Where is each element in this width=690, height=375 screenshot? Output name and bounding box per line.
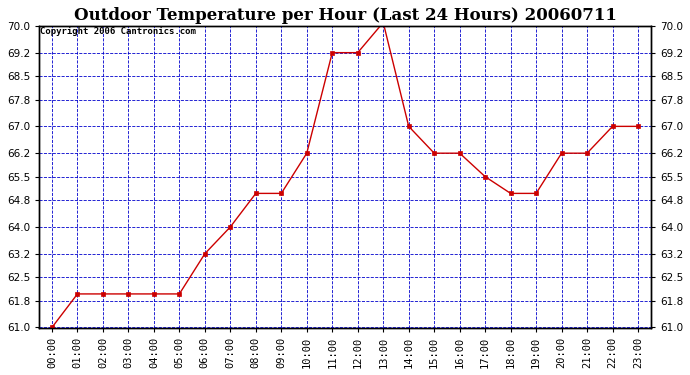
Title: Outdoor Temperature per Hour (Last 24 Hours) 20060711: Outdoor Temperature per Hour (Last 24 Ho… bbox=[74, 7, 616, 24]
Text: Copyright 2006 Cantronics.com: Copyright 2006 Cantronics.com bbox=[41, 27, 197, 36]
